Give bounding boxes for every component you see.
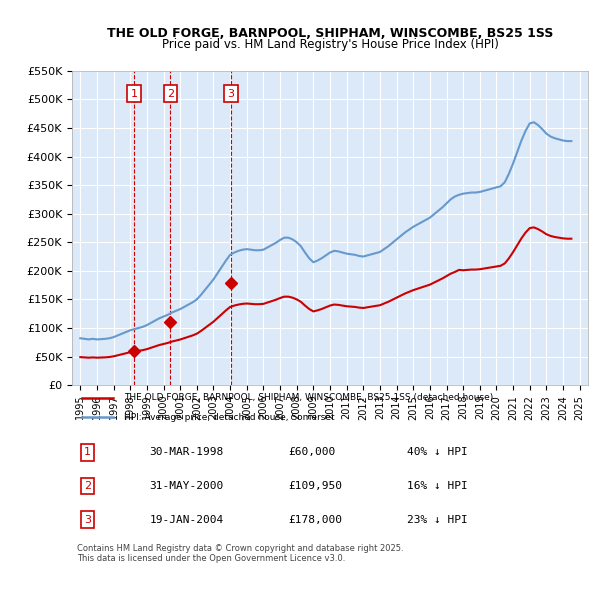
Text: 23% ↓ HPI: 23% ↓ HPI	[407, 515, 468, 525]
Text: 40% ↓ HPI: 40% ↓ HPI	[407, 447, 468, 457]
Text: Contains HM Land Registry data © Crown copyright and database right 2025.
This d: Contains HM Land Registry data © Crown c…	[77, 544, 404, 563]
Text: HPI: Average price, detached house, Somerset: HPI: Average price, detached house, Some…	[124, 413, 334, 422]
Text: 3: 3	[84, 515, 91, 525]
Text: 30-MAR-1998: 30-MAR-1998	[149, 447, 224, 457]
Text: £60,000: £60,000	[289, 447, 336, 457]
Text: 3: 3	[227, 88, 235, 99]
Text: Price paid vs. HM Land Registry's House Price Index (HPI): Price paid vs. HM Land Registry's House …	[161, 38, 499, 51]
Text: 2: 2	[167, 88, 174, 99]
Text: THE OLD FORGE, BARNPOOL, SHIPHAM, WINSCOMBE, BS25 1SS: THE OLD FORGE, BARNPOOL, SHIPHAM, WINSCO…	[107, 27, 553, 40]
Text: 1: 1	[131, 88, 138, 99]
Text: £109,950: £109,950	[289, 481, 343, 491]
Text: 31-MAY-2000: 31-MAY-2000	[149, 481, 224, 491]
Text: 16% ↓ HPI: 16% ↓ HPI	[407, 481, 468, 491]
Text: 19-JAN-2004: 19-JAN-2004	[149, 515, 224, 525]
Text: £178,000: £178,000	[289, 515, 343, 525]
Text: 2: 2	[84, 481, 91, 491]
Text: 1: 1	[84, 447, 91, 457]
Text: THE OLD FORGE, BARNPOOL, SHIPHAM, WINSCOMBE, BS25 1SS (detached house): THE OLD FORGE, BARNPOOL, SHIPHAM, WINSCO…	[124, 393, 493, 402]
